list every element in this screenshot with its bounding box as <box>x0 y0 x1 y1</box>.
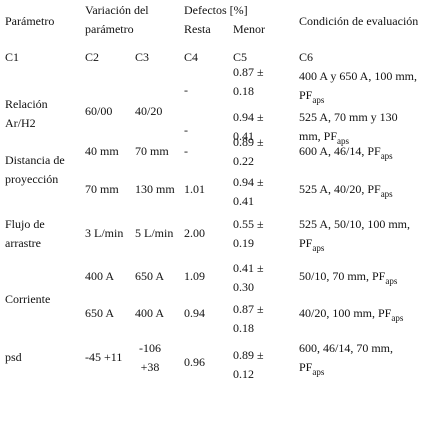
cell: 0.96 <box>184 355 205 369</box>
cell: 40 mm <box>85 144 119 158</box>
cell: 525 A, 40/20, PFaps <box>299 180 435 199</box>
header-cell: Condición de evaluación <box>299 14 419 28</box>
subscript: aps <box>391 313 404 323</box>
cell: 400 A <box>85 269 115 283</box>
cell-text: 525 A, 40/20, PF <box>299 182 381 196</box>
cell: 130 mm <box>135 182 175 196</box>
cell: 0.87 ± 0.18 <box>233 65 264 98</box>
cell: 0.89 ± 0.12 <box>233 348 264 381</box>
code-cell: C6 <box>299 50 314 64</box>
cell: 5 L/min <box>135 226 174 240</box>
cell-text: 525 A, 70 mm y 130 mm, PF <box>299 110 398 143</box>
cell-text: 40/20, 100 mm, PF <box>299 306 392 320</box>
cell: -45 +11 <box>85 350 123 364</box>
cell: 0.94 <box>184 306 205 320</box>
header-cell: Defectos [%] <box>184 3 248 17</box>
param-cell: Relación Ar/H2 <box>5 97 48 130</box>
cell: 40/20, 100 mm, PFaps <box>299 304 435 323</box>
cell: 60/00 <box>85 104 113 118</box>
cell: 600, 46/14, 70 mm, PFaps <box>299 339 414 377</box>
param-cell: Corriente <box>5 292 51 306</box>
cell: - <box>184 144 188 158</box>
cell: 0.87 ± 0.18 <box>233 302 264 335</box>
cell: 70 mm <box>135 144 169 158</box>
cell: 0.94 ± 0.41 <box>233 110 264 143</box>
cell: 650 A <box>135 269 165 283</box>
header-cell: Menor <box>233 22 265 36</box>
cell: 525 A, 70 mm y 130 mm, PFaps <box>299 108 417 146</box>
cell: 0.55 ± 0.19 <box>233 217 264 250</box>
header-cell: Parámetro <box>5 14 55 28</box>
cell: 0.41 ± 0.30 <box>233 261 264 294</box>
cell-text: 525 A, 50/10, 100 mm, PF <box>299 217 411 250</box>
cell: 0.94 ± 0.41 <box>233 175 264 208</box>
cell: - <box>184 83 188 97</box>
param-cell: Flujo de arrastre <box>5 217 45 250</box>
cell: 2.00 <box>184 226 205 240</box>
cell: 40/20 <box>135 104 163 118</box>
cell: 600 A, 46/14, PFaps <box>299 142 435 161</box>
header-cell: Variación del parámetro <box>85 3 149 36</box>
cell: 650 A <box>85 306 115 320</box>
cell: 3 L/min <box>85 226 124 240</box>
header-cell: Resta <box>184 22 211 36</box>
cell: -106 +38 <box>139 341 161 374</box>
cell: 50/10, 70 mm, PFaps <box>299 267 435 286</box>
cell-text: 600, 46/14, 70 mm, PF <box>299 341 394 374</box>
code-cell: C3 <box>135 50 150 64</box>
cell: 1.09 <box>184 269 205 283</box>
subscript: aps <box>312 95 325 105</box>
subscript: aps <box>380 189 393 199</box>
code-cell: C2 <box>85 50 100 64</box>
code-cell: C1 <box>5 50 20 64</box>
cell: 400 A y 650 A, 100 mm, PFaps <box>299 67 429 105</box>
cell: 70 mm <box>85 182 119 196</box>
code-cell: C4 <box>184 50 199 64</box>
subscript: aps <box>385 276 398 286</box>
cell: 0.89 ± 0.22 <box>233 135 264 168</box>
cell-text: 400 A y 650 A, 100 mm, PF <box>299 69 418 102</box>
cell: 400 A <box>135 306 165 320</box>
cell: - <box>184 123 188 137</box>
cell: 525 A, 50/10, 100 mm, PFaps <box>299 215 429 253</box>
subscript: aps <box>380 151 393 161</box>
subscript: aps <box>312 243 325 253</box>
param-cell: Distancia de proyección <box>5 153 65 186</box>
param-cell: psd <box>5 350 22 364</box>
cell-text: 50/10, 70 mm, PF <box>299 269 386 283</box>
subscript: aps <box>312 367 325 377</box>
code-cell: C5 <box>233 50 248 64</box>
subscript: aps <box>337 136 350 146</box>
cell-text: 600 A, 46/14, PF <box>299 144 381 158</box>
cell: 1.01 <box>184 182 205 196</box>
